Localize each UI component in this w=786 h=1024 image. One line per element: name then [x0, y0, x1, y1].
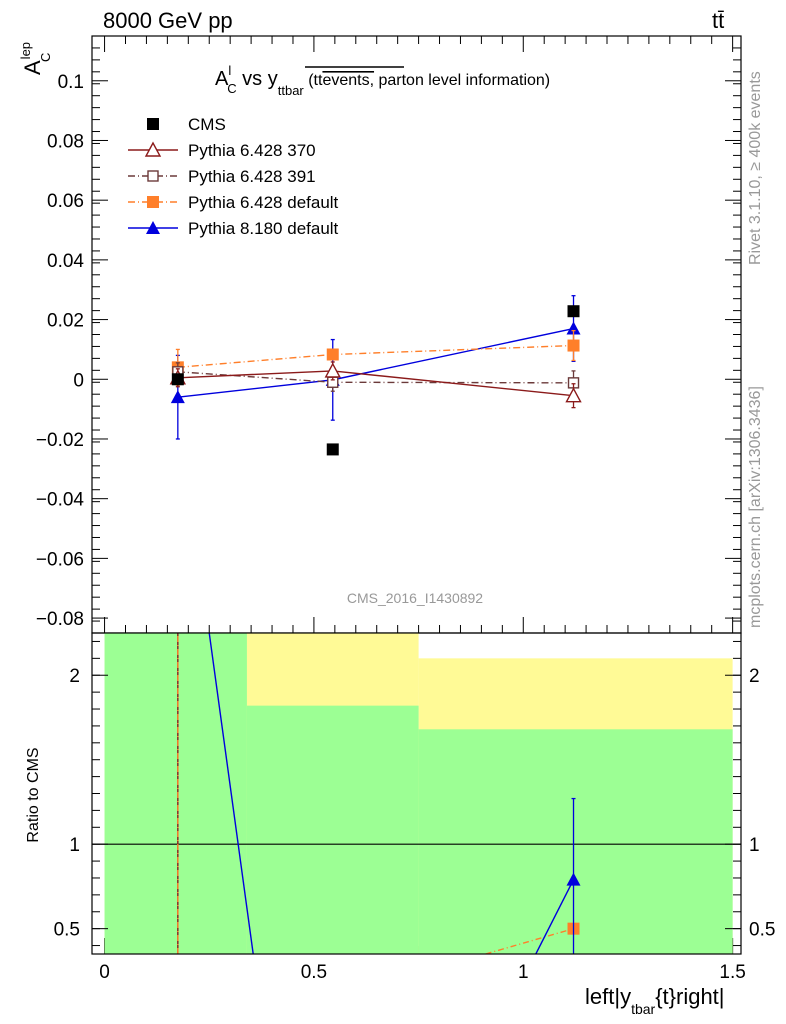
- data-point: [326, 348, 339, 361]
- ratio-xtick-label: 0: [99, 962, 110, 983]
- data-point: [566, 321, 581, 335]
- legend-entry: Pythia 6.428 391: [128, 167, 316, 186]
- legend-label: Pythia 6.428 370: [188, 141, 316, 160]
- ratio-line: [485, 927, 574, 954]
- main-ytick-label: −0.02: [36, 430, 84, 451]
- series-cms: [171, 305, 580, 456]
- data-point: [565, 387, 582, 403]
- ratio-ytick-label-right: 2: [749, 666, 760, 687]
- ratio-xtick-label: 0.5: [301, 962, 327, 983]
- legend-label: CMS: [188, 115, 226, 134]
- ratio-ytick-label: 1: [69, 835, 80, 856]
- uncertainty-band: [418, 729, 733, 954]
- title-a-sup: l: [228, 63, 231, 78]
- ratio-line: [535, 879, 575, 954]
- title-a-sub: C: [227, 81, 236, 96]
- main-ytick-label: −0.06: [36, 549, 84, 570]
- xlabel-main: left|y: [585, 984, 631, 1009]
- legend-marker: [147, 118, 159, 130]
- ylabel-sup: lep: [18, 42, 33, 59]
- main-ylabel: Alep C: [18, 42, 53, 75]
- xlabel-tail: {t}right|: [655, 984, 724, 1009]
- main-ytick-label: 0.1: [58, 72, 84, 93]
- data-point: [170, 390, 185, 404]
- ylabel-sub: C: [38, 53, 53, 62]
- plot-title: Al C vs yttbar (ttevents, parton level in…: [215, 63, 550, 98]
- data-point: [567, 339, 580, 352]
- data-point: [324, 362, 341, 378]
- legend: CMS Pythia 6.428 370 Pythia 6.428 391 Pythi…: [128, 115, 339, 238]
- series-pythia-6-428-370: [169, 361, 582, 409]
- main-ytick-label: 0.08: [47, 131, 84, 152]
- main-ytick-label: 0.06: [47, 191, 84, 212]
- title-a: A: [215, 68, 229, 90]
- title-y-sub: ttbar: [278, 83, 305, 98]
- main-ytick-label: 0.04: [47, 251, 84, 272]
- series-line: [177, 344, 574, 369]
- ratio-panel: 0.5 0.5 1 1 2 2 0 0.5 1 1.5 Ratio to CMS left|ytb…: [25, 632, 775, 1017]
- series-pythia-6-428-default: [171, 329, 580, 386]
- title-paren-close: parton level information): [374, 72, 550, 89]
- ratio-marker: [566, 872, 581, 886]
- legend-marker: [146, 221, 160, 234]
- data-point: [567, 305, 580, 318]
- uncertainty-band: [246, 705, 419, 954]
- title-paren-open: (tt: [304, 72, 323, 89]
- main-ytick-label: 0: [73, 370, 84, 391]
- ratio-ytick-label: 0.5: [54, 920, 80, 941]
- rivet-label: Rivet 3.1.10, ≥ 400k events: [747, 71, 764, 265]
- main-series: [169, 295, 582, 456]
- ratio-ylabel: Ratio to CMS: [25, 747, 42, 842]
- legend-entry: CMS: [147, 115, 226, 134]
- analysis-watermark: CMS_2016_I1430892: [347, 590, 483, 606]
- ratio-xtick-label: 1: [518, 962, 529, 983]
- title-overline: events,: [322, 72, 374, 89]
- series-pythia-8-180-default: [170, 295, 581, 440]
- legend-marker: [147, 196, 159, 208]
- data-point: [326, 443, 339, 456]
- main-ytick-label: 0.02: [47, 311, 84, 332]
- legend-entry: Pythia 8.180 default: [128, 219, 339, 238]
- ratio-ytick-label-right: 0.5: [749, 920, 775, 941]
- uncertainty-band: [104, 633, 247, 954]
- main-ytick-label: −0.04: [36, 490, 85, 511]
- ratio-ticks: 0.5 0.5 1 1 2 2 0 0.5 1 1.5: [54, 640, 775, 983]
- process-label: tt̄: [712, 8, 724, 33]
- legend-entry: Pythia 6.428 default: [128, 193, 339, 212]
- legend-label: Pythia 6.428 default: [188, 193, 339, 212]
- legend-label: Pythia 8.180 default: [188, 219, 339, 238]
- energy-label: 8000 GeV pp: [103, 8, 233, 33]
- legend-marker: [144, 141, 162, 157]
- ratio-series: [177, 633, 581, 954]
- ratio-line: [208, 633, 254, 954]
- ratio-ytick-label: 2: [69, 666, 80, 687]
- ratio-xtick-label: 1.5: [719, 962, 745, 983]
- data-point: [171, 373, 184, 386]
- ratio-ytick-label-right: 1: [749, 835, 760, 856]
- ylabel-base: A: [20, 60, 45, 75]
- title-vs: vs y: [237, 68, 278, 90]
- main-ytick-label: −0.08: [36, 609, 84, 630]
- ratio-series-pythia-8-180-default: [208, 633, 581, 954]
- xlabel-sub: tbar: [631, 1001, 655, 1017]
- ratio-xlabel: left|ytbar{t}right|: [585, 984, 725, 1017]
- series-line: [177, 371, 574, 384]
- ratio-bands: [92, 633, 741, 954]
- legend-marker: [147, 170, 159, 182]
- mcplots-label: mcplots.cern.ch [arXiv:1306.3436]: [747, 386, 764, 628]
- legend-entry: Pythia 6.428 370: [128, 141, 316, 160]
- legend-label: Pythia 6.428 391: [188, 167, 316, 186]
